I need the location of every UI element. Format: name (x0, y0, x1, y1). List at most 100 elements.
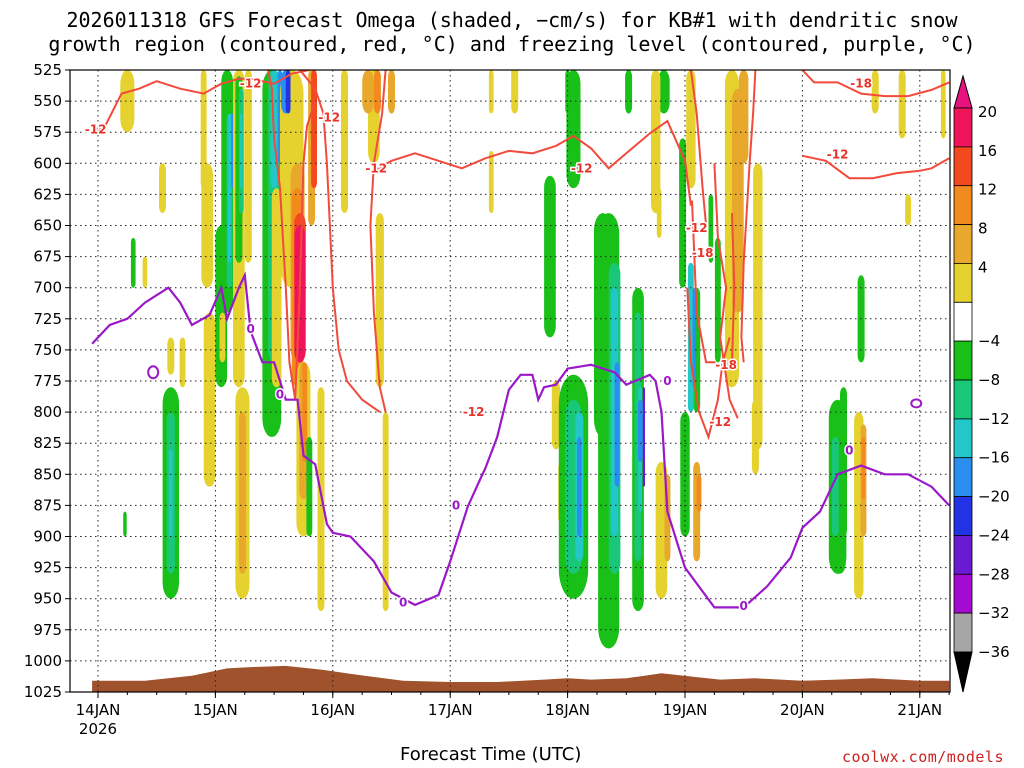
omega-cell (488, 70, 494, 114)
omega-cell (751, 399, 759, 475)
y-tick-label: 575 (33, 123, 62, 141)
y-tick-label: 825 (33, 434, 62, 452)
omega-cell (905, 194, 911, 226)
omega-cell (167, 337, 175, 375)
omega-shading (120, 70, 946, 649)
omega-cell (831, 437, 839, 537)
colorbar-segment (953, 535, 973, 575)
y-tick-label: 875 (33, 496, 62, 514)
omega-cell (130, 237, 136, 288)
y-tick-label: 600 (33, 154, 62, 172)
contour-dendritic-edge (691, 200, 716, 364)
omega-cell (544, 175, 556, 338)
x-axis-label: Forecast Time (UTC) (400, 744, 582, 765)
contour-label: -12 (709, 415, 731, 429)
omega-cell (375, 213, 384, 388)
contour-freezing-loop (910, 398, 923, 409)
colorbar-label: −28 (978, 565, 1010, 583)
omega-cell (658, 70, 670, 114)
colorbar-segment (953, 146, 973, 187)
colorbar-label: 16 (978, 142, 997, 160)
omega-cell (373, 70, 381, 114)
colorbar-label: −36 (978, 643, 1010, 661)
omega-cell (692, 287, 697, 388)
contours: -12 -12 -12 -12 -12 -12 -12 -12 -18 -12 -18 -18 0 0 0 0… (83, 70, 950, 615)
x-tick-year-label: 2026 (79, 720, 117, 738)
omega-cell (488, 150, 494, 214)
terrain-fill (92, 665, 950, 692)
y-tick-label: 925 (33, 559, 62, 577)
colorbar-segment (953, 418, 973, 459)
colorbar-label: 4 (978, 258, 988, 276)
y-tick-label: 750 (33, 341, 62, 359)
omega-cell (341, 70, 348, 214)
y-tick-label: 700 (33, 279, 62, 297)
omega-cell (625, 70, 633, 114)
omega-cell (179, 337, 186, 388)
contour-dendritic-edge (369, 70, 387, 413)
colorbar-segment (953, 457, 973, 498)
contour-label: 0 (845, 444, 853, 458)
omega-cell (898, 70, 906, 139)
colorbar-segment (953, 107, 973, 148)
colorbar-label: −16 (978, 449, 1010, 467)
omega-cell (656, 188, 662, 238)
contour-label: 0 (276, 388, 284, 402)
colorbar-label: −32 (978, 604, 1010, 622)
colorbar-segment (953, 224, 973, 264)
colorbar-segment (953, 340, 973, 381)
y-tick-label: 525 (33, 61, 62, 79)
omega-cell (577, 437, 582, 537)
contour-dendritic-edge (731, 213, 736, 363)
contour-label: -12 (827, 148, 849, 162)
contour-dendritic_right_-12 (802, 154, 950, 180)
colorbar-segment (953, 573, 973, 614)
colorbar-segment (953, 185, 973, 225)
omega-cell (739, 70, 749, 164)
omega-cell (871, 70, 879, 114)
omega-cell (551, 381, 560, 450)
omega-cell (203, 312, 216, 487)
grid-lines (70, 70, 950, 692)
x-tick-label: 16JAN (310, 701, 355, 719)
omega-cell (696, 474, 702, 512)
omega-cell (679, 138, 687, 288)
colorbar-bottom-arrow (953, 651, 973, 693)
omega-cell (382, 412, 389, 612)
site-credit[interactable]: coolwx.com/models (841, 748, 1004, 766)
omega-cell (940, 70, 946, 139)
y-tick-label: 1025 (24, 683, 62, 701)
x-tick-label: 20JAN (780, 701, 825, 719)
contour-dendritic-edge (299, 70, 381, 413)
x-tick-label: 17JAN (428, 701, 473, 719)
contour-freezing-loop (147, 365, 160, 380)
omega-cell (142, 256, 148, 288)
x-tick-label: 19JAN (663, 701, 708, 719)
contour-dendritic-edge (686, 287, 731, 441)
colorbar-segment (953, 379, 973, 420)
contour-dendritic-edge (294, 100, 317, 400)
colorbar-label: 12 (978, 181, 997, 199)
contour-label: -12 (365, 161, 387, 175)
colorbar-segment (953, 612, 973, 653)
omega-cell (200, 70, 207, 189)
omega-cell (614, 362, 620, 487)
chart-title: 2026011318 GFS Forecast Omega (shaded, −… (0, 8, 1024, 56)
colorbar: 20 16 12 8 4 −4 −8 −12 −16 −20 −24 −28 −32 −36 (953, 74, 1010, 693)
colorbar-label: 20 (978, 103, 997, 121)
contour-label: 0 (399, 595, 407, 609)
colorbar-label: −20 (978, 488, 1010, 506)
x-tick-label: 15JAN (193, 701, 238, 719)
omega-cell (159, 163, 166, 214)
contour-dendritic-edge (713, 163, 739, 419)
omega-cell (511, 70, 519, 114)
y-tick-label: 975 (33, 621, 62, 639)
contour-label: -18 (692, 246, 714, 260)
colorbar-label: −4 (978, 332, 1000, 350)
omega-cell (311, 70, 317, 189)
omega-cell (566, 70, 581, 189)
omega-cell (638, 399, 643, 462)
omega-cell (753, 163, 763, 450)
